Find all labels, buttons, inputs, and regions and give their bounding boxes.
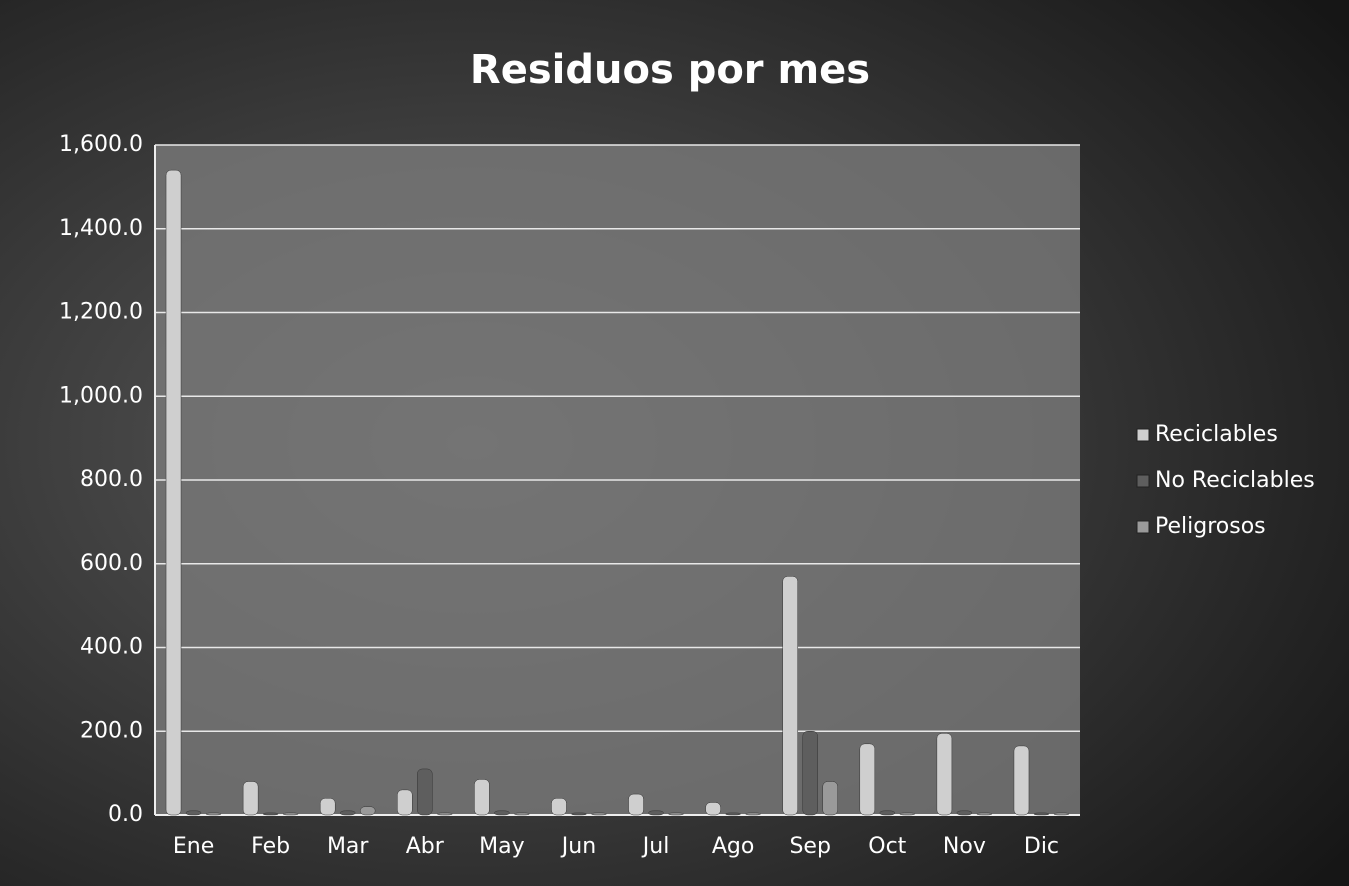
bar (262, 812, 279, 816)
legend-label: Peligrosos (1155, 514, 1266, 539)
bar (936, 733, 953, 816)
legend-swatch (1136, 428, 1150, 442)
x-tick-label: Jul (641, 834, 670, 859)
y-tick-label: 200.0 (80, 718, 143, 743)
bar (494, 810, 510, 816)
x-tick-label: Ene (173, 834, 214, 859)
y-tick-label: 400.0 (80, 635, 143, 660)
bar (1053, 812, 1070, 816)
bar (571, 812, 587, 816)
x-tick-label: May (479, 834, 524, 859)
bar (242, 781, 259, 816)
bar (514, 812, 530, 816)
bar (648, 810, 664, 816)
y-tick-label: 1,600.0 (59, 132, 143, 157)
bar (859, 743, 876, 816)
x-tick-label: Feb (251, 834, 290, 859)
bar (745, 812, 761, 816)
x-tick-label: Sep (789, 834, 830, 859)
bar (782, 576, 798, 816)
legend-label: No Reciclables (1155, 468, 1315, 493)
y-tick-label: 800.0 (80, 467, 143, 492)
x-tick-label: Abr (406, 834, 445, 859)
x-tick-label: Ago (712, 834, 754, 859)
bar (591, 812, 607, 816)
bar (474, 779, 490, 816)
y-tick-label: 1,400.0 (59, 216, 143, 241)
bar (802, 731, 818, 816)
bar (319, 798, 336, 816)
bar (359, 806, 376, 816)
y-tick-label: 1,200.0 (59, 300, 143, 325)
x-tick-label: Mar (327, 834, 369, 859)
legend-label: Reciclables (1155, 422, 1278, 447)
bar (725, 812, 741, 816)
bar (668, 812, 684, 816)
y-tick-label: 1,000.0 (59, 383, 143, 408)
legend-swatch (1136, 520, 1150, 534)
bar (822, 781, 838, 816)
chart-title: Residuos por mes (470, 47, 870, 93)
x-tick-label: Oct (868, 834, 906, 859)
bar (437, 812, 453, 816)
bar (185, 810, 202, 816)
bar (628, 793, 644, 816)
y-tick-label: 600.0 (80, 551, 143, 576)
bar (956, 810, 973, 816)
bar (1033, 812, 1050, 816)
bar (282, 812, 299, 816)
bar (205, 812, 222, 816)
x-tick-label: Nov (943, 834, 986, 859)
bar (165, 169, 182, 816)
bar (551, 798, 567, 816)
bar (879, 810, 896, 816)
x-tick-label: Dic (1024, 834, 1059, 859)
bar (1013, 745, 1030, 816)
bar (417, 768, 433, 816)
legend-swatch (1136, 474, 1150, 488)
bar (705, 802, 721, 816)
bar (339, 810, 356, 816)
y-tick-label: 0.0 (108, 802, 143, 827)
bar (899, 812, 916, 816)
bar (976, 812, 993, 816)
x-tick-label: Jun (560, 834, 596, 859)
bar (397, 789, 413, 816)
